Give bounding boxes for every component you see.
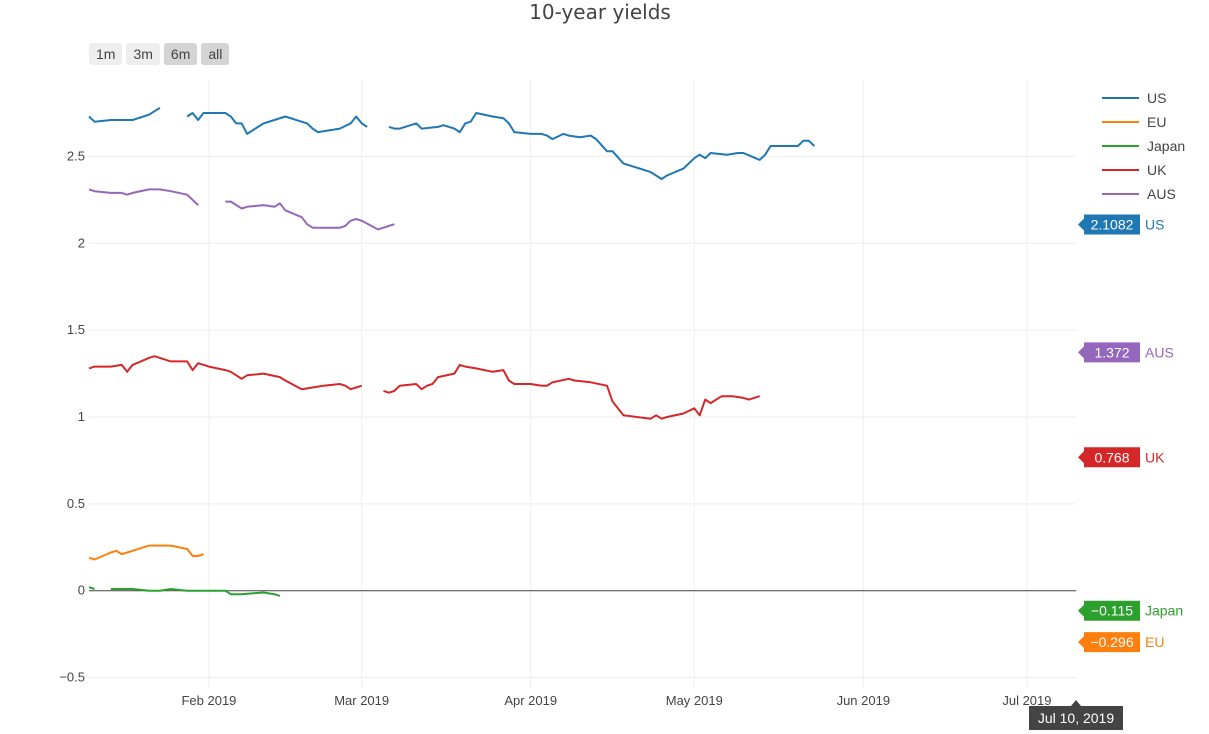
series-lines: [88, 106, 815, 597]
end-label-name-uk: UK: [1145, 449, 1165, 465]
end-label-box-eu: [1078, 632, 1140, 653]
series-line-uk: [88, 355, 363, 391]
chart-title: 10-year yields: [529, 0, 671, 24]
end-label-value-aus: 1.372: [1094, 344, 1129, 360]
x-tick-label: Jul 2019: [1002, 693, 1051, 708]
range-button-6m[interactable]: 6m: [163, 43, 198, 65]
end-label-value-uk: 0.768: [1094, 449, 1129, 465]
x-tick-label: Apr 2019: [504, 693, 557, 708]
hover-date-label: Jul 10, 2019: [1038, 710, 1114, 726]
y-tick-label: 1.5: [67, 322, 85, 337]
end-label-box-aus: [1078, 342, 1140, 363]
hover-label: Jul 10, 2019: [1029, 700, 1123, 730]
series-line-us: [88, 106, 161, 123]
legend-label-us: US: [1147, 90, 1166, 106]
gridlines: [89, 80, 1076, 688]
y-tick-label: −0.5: [59, 670, 85, 685]
series-line-us: [388, 112, 815, 180]
legend-label-japan: Japan: [1147, 138, 1185, 154]
x-tick-label: Jun 2019: [837, 693, 891, 708]
x-axis: Feb 2019 Mar 2019 Apr 2019 May 2019 Jun 2019…: [181, 693, 1051, 708]
y-axis: 2.5 2 1.5 1 0.5 0 −0.5: [59, 148, 85, 684]
legend[interactable]: US EU Japan UK AUS: [1102, 90, 1185, 202]
y-tick-label: 1: [78, 409, 85, 424]
range-selector: 1m 3m 6m all: [89, 43, 230, 65]
end-label-value-japan: −0.115: [1091, 603, 1133, 619]
series-line-japan: [88, 586, 95, 590]
end-label-box-japan: [1078, 600, 1140, 621]
x-tick-label: Feb 2019: [181, 693, 236, 708]
end-labels: 2.1082 US −0.296 EU −0.115 Japan 0.768 UK 1.372 A…: [1078, 214, 1183, 653]
y-tick-label: 0.5: [67, 496, 85, 511]
series-line-uk: [383, 363, 760, 420]
range-button-all[interactable]: all: [201, 43, 230, 65]
series-line-us: [186, 112, 368, 135]
hover-date-box: [1029, 700, 1123, 730]
x-tick-label: May 2019: [666, 693, 723, 708]
legend-label-aus: AUS: [1147, 186, 1176, 202]
legend-label-uk: UK: [1147, 162, 1167, 178]
end-label-value-us: 2.1082: [1091, 216, 1134, 232]
end-label-name-aus: AUS: [1145, 344, 1174, 360]
x-tick-label: Mar 2019: [334, 693, 389, 708]
end-label-name-eu: EU: [1145, 634, 1164, 650]
y-tick-label: 0: [78, 583, 85, 598]
series-line-aus: [88, 188, 199, 206]
legend-label-eu: EU: [1147, 114, 1166, 130]
end-label-name-us: US: [1145, 216, 1164, 232]
y-tick-label: 2.5: [67, 148, 85, 163]
series-line-aus: [225, 200, 395, 231]
series-line-japan: [110, 588, 281, 597]
end-label-value-eu: −0.296: [1090, 634, 1133, 650]
y-tick-label: 2: [78, 235, 85, 250]
range-button-3m[interactable]: 3m: [126, 43, 160, 65]
end-label-box-us: [1078, 214, 1140, 235]
end-label-name-japan: Japan: [1145, 603, 1183, 619]
end-label-box-uk: [1078, 447, 1140, 468]
range-button-1m[interactable]: 1m: [89, 43, 123, 65]
series-line-eu: [88, 544, 204, 561]
